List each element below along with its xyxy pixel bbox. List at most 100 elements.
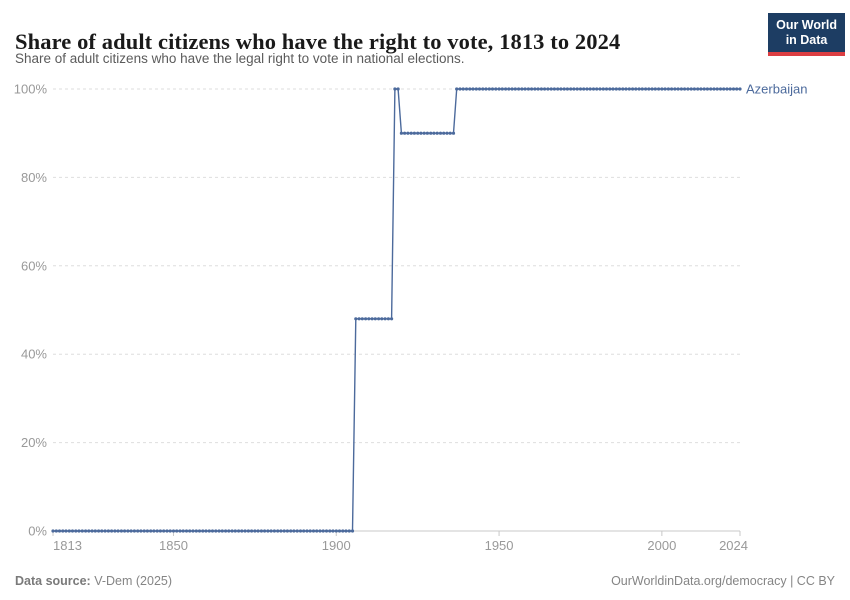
data-point <box>350 529 355 533</box>
data-point <box>575 87 579 91</box>
data-point <box>162 529 166 533</box>
data-point <box>240 529 244 533</box>
data-point <box>549 87 553 91</box>
data-point <box>217 529 221 533</box>
data-point <box>653 87 657 91</box>
data-point <box>152 529 156 533</box>
data-point <box>233 529 237 533</box>
data-point <box>80 529 84 533</box>
data-point <box>699 87 703 91</box>
data-point <box>634 87 638 91</box>
data-point <box>543 87 547 91</box>
data-point <box>432 131 436 135</box>
data-point <box>608 87 612 91</box>
data-point <box>406 131 410 135</box>
data-point <box>709 87 713 91</box>
data-point <box>696 87 700 91</box>
data-point <box>285 529 289 533</box>
data-point <box>481 87 485 91</box>
data-point <box>471 87 475 91</box>
data-point <box>54 529 58 533</box>
data-point <box>523 87 527 91</box>
y-tick-label-80: 80% <box>21 170 47 185</box>
owid-logo-line2: in Data <box>785 33 828 48</box>
data-point <box>617 87 622 91</box>
data-point <box>692 87 697 91</box>
page-subtitle: Share of adult citizens who have the leg… <box>15 51 465 66</box>
data-point <box>461 87 465 91</box>
data-point <box>663 87 667 91</box>
data-point <box>686 87 690 91</box>
data-point <box>380 317 384 321</box>
data-point <box>673 87 677 91</box>
data-point <box>435 131 439 135</box>
data-point <box>207 529 211 533</box>
data-point <box>184 529 189 533</box>
data-point <box>51 529 55 533</box>
data-point <box>341 529 345 533</box>
data-point <box>224 529 228 533</box>
data-point <box>598 87 602 91</box>
data-point <box>347 529 351 533</box>
data-point <box>57 529 62 533</box>
data-point <box>582 87 586 91</box>
data-point <box>725 87 729 91</box>
data-point <box>305 529 309 533</box>
data-point <box>683 87 687 91</box>
x-tick-label-1813: 1813 <box>53 538 82 553</box>
data-point <box>513 87 517 91</box>
data-point <box>191 529 195 533</box>
data-point <box>722 87 726 91</box>
data-point <box>308 529 312 533</box>
data-point <box>237 529 241 533</box>
data-point <box>194 529 198 533</box>
series-label-azerbaijan: Azerbaijan <box>746 82 807 97</box>
data-point <box>70 529 75 533</box>
data-point <box>399 131 403 135</box>
data-point <box>315 529 319 533</box>
data-point <box>666 87 671 91</box>
data-point <box>344 529 348 533</box>
data-point <box>409 131 413 135</box>
data-point <box>295 529 299 533</box>
data-point <box>631 87 635 91</box>
data-point <box>504 87 508 91</box>
data-point <box>246 529 250 533</box>
data-point <box>650 87 654 91</box>
x-tick-label-1850: 1850 <box>159 538 188 553</box>
data-point <box>197 529 202 533</box>
data-point <box>565 87 570 91</box>
data-point <box>289 529 293 533</box>
data-point <box>132 529 136 533</box>
data-point <box>227 529 231 533</box>
data-point <box>477 87 482 91</box>
data-point <box>250 529 254 533</box>
data-point <box>272 529 276 533</box>
data-line-azerbaijan <box>53 88 740 532</box>
data-point <box>657 87 661 91</box>
x-tick-label-2000: 2000 <box>647 538 676 553</box>
data-point <box>647 87 651 91</box>
data-point <box>64 529 68 533</box>
data-point <box>611 87 615 91</box>
owid-logo: Our World in Data <box>768 13 845 56</box>
data-point <box>517 87 521 91</box>
data-point <box>728 87 732 91</box>
data-point <box>660 87 664 91</box>
data-point <box>214 529 218 533</box>
data-point <box>90 529 94 533</box>
x-tick-label-1950: 1950 <box>485 538 514 553</box>
y-tick-label-40: 40% <box>21 347 47 362</box>
data-point <box>276 529 280 533</box>
data-point <box>640 87 644 91</box>
data-point <box>337 529 342 533</box>
data-point <box>61 529 65 533</box>
data-point <box>533 87 537 91</box>
data-point <box>738 87 742 91</box>
data-point <box>572 87 576 91</box>
y-tick-label-0: 0% <box>28 524 47 539</box>
footer-source-value: V-Dem (2025) <box>90 574 173 588</box>
data-point <box>106 529 110 533</box>
